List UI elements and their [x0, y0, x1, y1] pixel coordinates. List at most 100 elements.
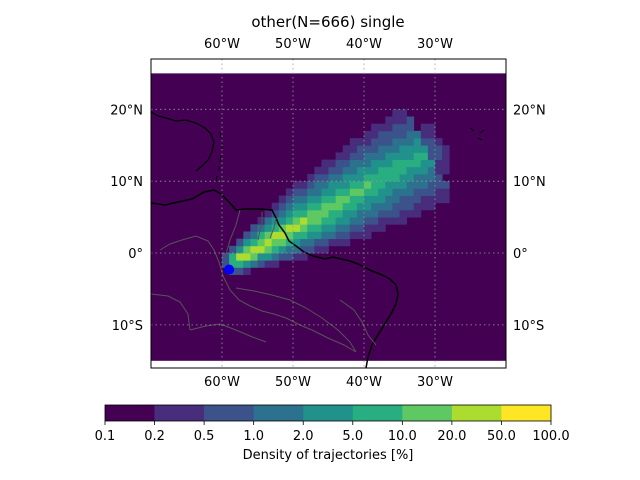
density-cell	[300, 195, 308, 204]
density-cell	[385, 159, 393, 168]
density-cell	[236, 238, 244, 247]
density-cell	[285, 195, 294, 204]
density-cell	[399, 217, 407, 225]
density-cell	[378, 209, 386, 218]
density-cell	[300, 224, 308, 232]
density-cell	[406, 116, 415, 125]
density-cell	[271, 238, 280, 247]
colorbar-swatch	[501, 405, 552, 421]
density-cell	[264, 253, 273, 261]
coastline-south-america	[151, 189, 399, 368]
density-cell	[307, 188, 315, 196]
density-cell	[328, 217, 336, 225]
lat-label-right: 10°N	[513, 175, 546, 190]
colorbar-swatch	[154, 405, 205, 421]
density-cell	[278, 209, 287, 218]
density-cell	[378, 188, 386, 196]
lat-label-left: 10°N	[110, 175, 143, 190]
density-cell	[378, 138, 386, 146]
density-cell	[392, 195, 400, 204]
lon-label-bottom: 40°W	[346, 375, 382, 390]
density-cell	[364, 231, 372, 240]
density-cell	[264, 238, 273, 247]
density-cell	[285, 231, 294, 240]
density-cell	[229, 245, 237, 254]
density-cell	[371, 138, 379, 146]
density-cell	[378, 145, 386, 153]
density-cell	[392, 123, 400, 132]
density-cell	[335, 173, 344, 182]
density-cell	[328, 202, 336, 211]
density-cell	[413, 195, 422, 204]
density-cell	[399, 145, 407, 153]
lat-labels-left: 20°N 10°N 0° 10°S	[110, 103, 143, 334]
density-cell	[278, 195, 287, 204]
density-cell	[300, 253, 308, 261]
density-cell	[420, 145, 429, 153]
density-cell	[271, 253, 280, 261]
density-cell	[399, 166, 407, 175]
density-cell	[406, 202, 415, 211]
density-cell	[328, 159, 336, 168]
density-cell	[378, 181, 386, 189]
lon-label-bottom: 60°W	[204, 375, 240, 390]
density-cell	[399, 138, 407, 146]
density-cell	[413, 145, 422, 153]
density-cell	[399, 152, 407, 161]
density-cell	[285, 245, 294, 254]
density-cell	[314, 209, 322, 218]
density-cell	[328, 195, 336, 204]
lon-label-bottom: 30°W	[417, 375, 453, 390]
density-cell	[293, 238, 301, 247]
density-cell	[413, 130, 422, 139]
density-cell	[442, 159, 450, 168]
density-cell	[321, 217, 329, 225]
density-cell	[371, 195, 379, 204]
density-cell	[356, 209, 365, 218]
density-cell	[378, 123, 386, 132]
density-cell	[427, 188, 436, 196]
density-cell	[420, 130, 429, 139]
density-cell	[392, 217, 400, 225]
density-cell	[378, 202, 386, 211]
density-cell	[264, 231, 273, 240]
density-cell	[250, 245, 258, 254]
density-cell	[257, 224, 265, 232]
density-cell	[442, 188, 450, 196]
density-cell	[342, 238, 351, 247]
density-cell	[378, 159, 386, 168]
density-cell	[285, 217, 294, 225]
density-cell	[335, 152, 344, 161]
density-cell	[321, 195, 329, 204]
colorbar-tick-label: 100.0	[532, 429, 569, 444]
colorbar-ticks: 0.1 0.2 0.5 1.0 2.0 5.0 10.0 20.0 50.0 100.0	[95, 421, 570, 444]
density-cell	[413, 181, 422, 189]
density-cell	[300, 217, 308, 225]
density-cell	[356, 231, 365, 240]
density-cell	[300, 188, 308, 196]
density-cell	[264, 209, 273, 218]
density-cell	[335, 188, 344, 196]
density-cell	[371, 159, 379, 168]
density-cell	[427, 130, 436, 139]
density-cell	[406, 195, 415, 204]
lat-label-left: 10°S	[112, 319, 143, 334]
colorbar-swatch	[105, 405, 155, 421]
density-cell	[335, 238, 344, 247]
density-cell	[442, 195, 450, 204]
density-cell	[229, 260, 237, 268]
density-cell	[243, 231, 251, 240]
density-cell	[335, 202, 344, 211]
density-cell	[250, 238, 258, 247]
density-cell	[371, 145, 379, 153]
coastline-antilles	[215, 131, 223, 183]
density-cell	[293, 245, 301, 254]
density-cell	[300, 181, 308, 189]
density-cell	[243, 260, 251, 268]
density-cell	[364, 159, 372, 168]
density-cell	[392, 116, 400, 125]
density-cell	[307, 217, 315, 225]
lon-label-top: 30°W	[417, 37, 453, 52]
density-cell	[378, 217, 386, 225]
density-cell	[257, 260, 265, 268]
